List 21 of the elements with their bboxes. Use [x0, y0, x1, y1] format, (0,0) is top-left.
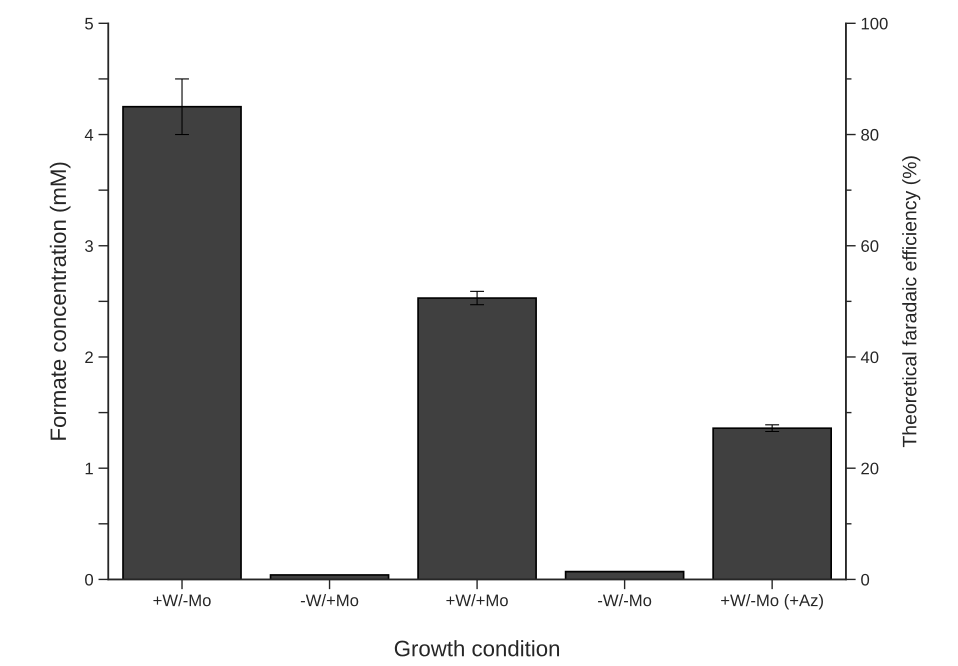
y2-tick-label: 80: [861, 128, 878, 141]
y-tick-label: 1: [86, 462, 93, 474]
y2-tick-label: 20: [861, 462, 878, 474]
y-tick-label: 3: [85, 240, 93, 252]
x-tick-label: +W/-Mo (+Az): [721, 594, 823, 610]
y-tick-label: 2: [85, 351, 93, 364]
x-tick-label: +W/-Mo: [153, 594, 211, 606]
x-tick-label: -W/+Mo: [300, 594, 358, 606]
y2-axis-title: Theoretical faradaic efficiency (%): [902, 156, 920, 448]
y2-tick-label: 100: [862, 18, 888, 30]
bar: [712, 427, 832, 580]
y-axis-title: Formate concentration (mM): [50, 162, 71, 440]
x-tick-label: -W/-Mo: [598, 594, 652, 606]
y-tick-label: 0: [85, 574, 94, 586]
y2-tick-label: 40: [860, 351, 878, 364]
x-tick-label: +W/+Mo: [446, 594, 508, 606]
x-axis-title: Growth condition: [394, 640, 560, 656]
y-tick-label: 4: [84, 129, 94, 141]
y-tick-label: 5: [85, 18, 93, 30]
y2-tick-label: 0: [861, 574, 870, 586]
y2-tick-label: 60: [861, 240, 878, 252]
